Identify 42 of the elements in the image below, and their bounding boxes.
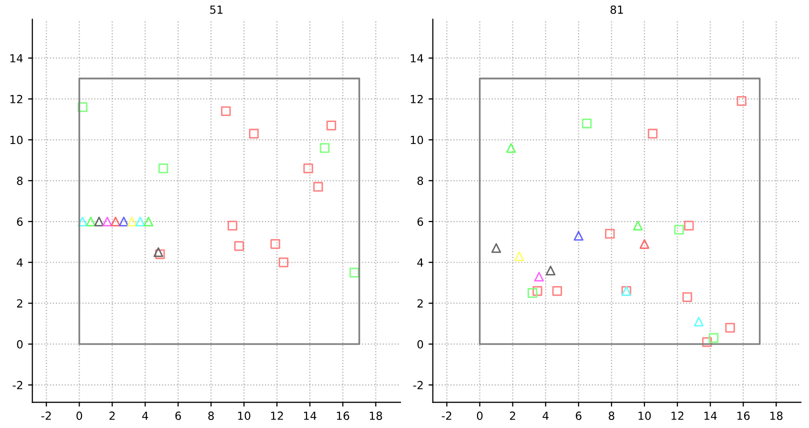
x-tick-label: 10 — [238, 412, 250, 420]
y-tick-label: 12 — [10, 94, 22, 104]
x-tick-label: 18 — [370, 412, 382, 420]
x-tick-label: 2 — [510, 412, 516, 420]
y-tick-label: 4 — [417, 258, 424, 267]
y-tick-label: 6 — [417, 217, 424, 226]
x-tick-label: 4 — [542, 412, 549, 420]
y-tick-label: 10 — [10, 136, 23, 144]
x-tick-label: 8 — [208, 412, 214, 420]
chart-title: 81 — [610, 5, 623, 14]
x-tick-label: 16 — [336, 412, 350, 420]
y-tick-label: 8 — [17, 176, 23, 186]
y-tick-label: 4 — [16, 258, 23, 267]
x-tick-label: 16 — [737, 412, 750, 420]
y-tick-label: 12 — [410, 94, 423, 104]
chart-title: 51 — [210, 6, 222, 14]
y-tick-label: 0 — [417, 340, 424, 348]
x-tick-label: 18 — [770, 412, 783, 420]
y-tick-label: 6 — [17, 217, 23, 226]
y-tick-label: -2 — [12, 380, 22, 390]
y-tick-label: 8 — [417, 176, 424, 186]
x-tick-label: 8 — [608, 412, 614, 420]
x-tick-label: 6 — [576, 412, 582, 420]
x-tick-label: 10 — [638, 412, 651, 420]
x-tick-label: 2 — [110, 412, 115, 420]
x-tick-label: 14 — [704, 412, 717, 420]
x-tick-label: 12 — [271, 412, 283, 420]
x-tick-label: 14 — [304, 412, 316, 420]
x-tick-label: -2 — [442, 412, 452, 420]
y-tick-label: 0 — [16, 340, 23, 348]
x-tick-label: 12 — [672, 412, 684, 420]
x-tick-label: 6 — [175, 412, 181, 420]
y-tick-label: 14 — [410, 54, 424, 62]
x-tick-label: 4 — [142, 412, 148, 420]
y-tick-label: 10 — [410, 136, 424, 144]
y-tick-label: 2 — [17, 299, 22, 308]
x-tick-label: 0 — [76, 412, 82, 420]
y-tick-label: 2 — [418, 299, 423, 308]
y-tick-label: -2 — [413, 380, 423, 390]
x-tick-label: -2 — [41, 412, 51, 420]
y-tick-label: 14 — [10, 54, 23, 62]
x-tick-label: 0 — [476, 412, 483, 420]
